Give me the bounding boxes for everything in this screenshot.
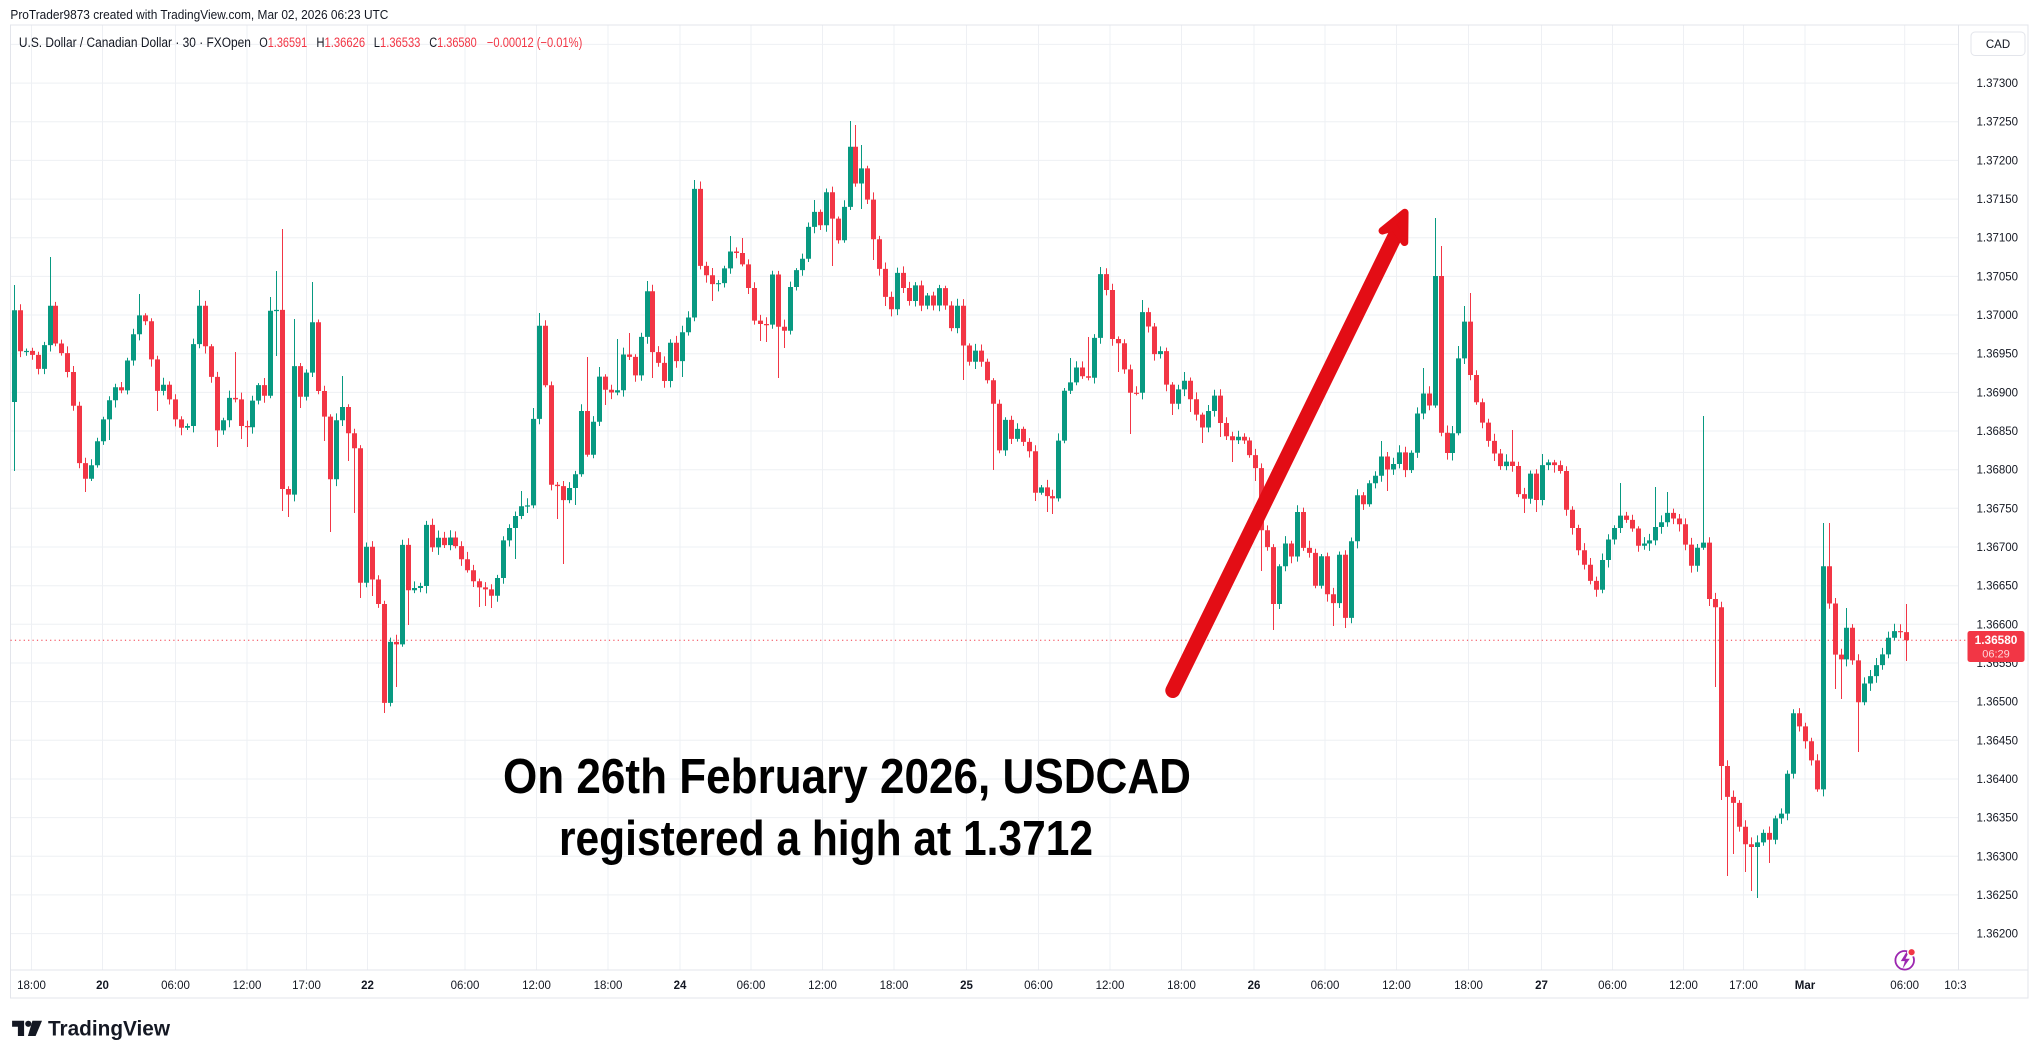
svg-text:O1.36591: O1.36591 xyxy=(259,35,307,50)
svg-text:1.37050: 1.37050 xyxy=(1977,271,2019,283)
svg-text:17:00: 17:00 xyxy=(292,980,321,992)
svg-text:1.37300: 1.37300 xyxy=(1977,78,2019,90)
svg-text:1.36500: 1.36500 xyxy=(1977,697,2019,709)
svg-text:1.36300: 1.36300 xyxy=(1977,851,2019,863)
svg-text:18:00: 18:00 xyxy=(17,980,46,992)
svg-text:18:00: 18:00 xyxy=(1167,980,1196,992)
svg-text:1.36800: 1.36800 xyxy=(1977,465,2019,477)
svg-text:1.36950: 1.36950 xyxy=(1977,349,2019,361)
svg-text:1.37100: 1.37100 xyxy=(1977,233,2019,245)
svg-text:1.36200: 1.36200 xyxy=(1977,929,2019,941)
svg-text:1.37150: 1.37150 xyxy=(1977,194,2019,206)
svg-text:1.37200: 1.37200 xyxy=(1977,155,2019,167)
svg-text:27: 27 xyxy=(1535,980,1548,992)
svg-text:12:00: 12:00 xyxy=(522,980,551,992)
svg-text:18:00: 18:00 xyxy=(1454,980,1483,992)
svg-text:06:29: 06:29 xyxy=(1982,649,2010,661)
svg-text:06:00: 06:00 xyxy=(1890,980,1919,992)
svg-text:registered a high at 1.3712: registered a high at 1.3712 xyxy=(559,812,1093,866)
svg-text:18:00: 18:00 xyxy=(880,980,909,992)
svg-text:24: 24 xyxy=(674,980,687,992)
svg-text:06:00: 06:00 xyxy=(161,980,190,992)
svg-text:06:00: 06:00 xyxy=(1024,980,1053,992)
svg-text:1.36250: 1.36250 xyxy=(1977,890,2019,902)
svg-text:17:00: 17:00 xyxy=(1729,980,1758,992)
svg-text:−0.00012 (−0.01%): −0.00012 (−0.01%) xyxy=(487,35,582,50)
svg-text:1.36750: 1.36750 xyxy=(1977,503,2019,515)
svg-text:06:00: 06:00 xyxy=(1311,980,1340,992)
svg-text:06:00: 06:00 xyxy=(451,980,480,992)
svg-text:1.36580: 1.36580 xyxy=(1975,633,2018,647)
svg-text:26: 26 xyxy=(1248,980,1261,992)
svg-text:06:00: 06:00 xyxy=(737,980,766,992)
svg-text:CAD: CAD xyxy=(1986,39,2010,51)
svg-text:ProTrader9873 created with Tra: ProTrader9873 created with TradingView.c… xyxy=(10,8,388,22)
svg-text:1.36650: 1.36650 xyxy=(1977,581,2019,593)
svg-text:18:00: 18:00 xyxy=(594,980,623,992)
svg-text:12:00: 12:00 xyxy=(1669,980,1698,992)
svg-text:10:3: 10:3 xyxy=(1944,980,1966,992)
svg-text:H1.36626: H1.36626 xyxy=(316,35,365,50)
svg-text:1.36350: 1.36350 xyxy=(1977,813,2019,825)
svg-text:L1.36533: L1.36533 xyxy=(374,35,421,50)
svg-text:06:00: 06:00 xyxy=(1598,980,1627,992)
svg-text:1.36600: 1.36600 xyxy=(1977,619,2019,631)
svg-text:1.36400: 1.36400 xyxy=(1977,774,2019,786)
svg-text:12:00: 12:00 xyxy=(233,980,262,992)
svg-text:12:00: 12:00 xyxy=(1096,980,1125,992)
svg-text:12:00: 12:00 xyxy=(808,980,837,992)
svg-text:12:00: 12:00 xyxy=(1382,980,1411,992)
svg-text:1.36450: 1.36450 xyxy=(1977,735,2019,747)
svg-text:On 26th February 2026, USDCAD: On 26th February 2026, USDCAD xyxy=(503,750,1191,804)
svg-text:1.36700: 1.36700 xyxy=(1977,542,2019,554)
svg-text:22: 22 xyxy=(361,980,374,992)
svg-text:1.36900: 1.36900 xyxy=(1977,387,2019,399)
svg-text:Mar: Mar xyxy=(1795,980,1816,992)
svg-text:1.37000: 1.37000 xyxy=(1977,310,2019,322)
svg-text:1.37250: 1.37250 xyxy=(1977,117,2019,129)
svg-text:25: 25 xyxy=(960,980,973,992)
svg-text:1.36850: 1.36850 xyxy=(1977,426,2019,438)
svg-text:U.S. Dollar / Canadian Dollar: U.S. Dollar / Canadian Dollar · 30 · FXO… xyxy=(19,35,251,50)
svg-text:TradingView: TradingView xyxy=(48,1017,170,1041)
svg-text:20: 20 xyxy=(96,980,109,992)
svg-text:C1.36580: C1.36580 xyxy=(429,35,477,50)
